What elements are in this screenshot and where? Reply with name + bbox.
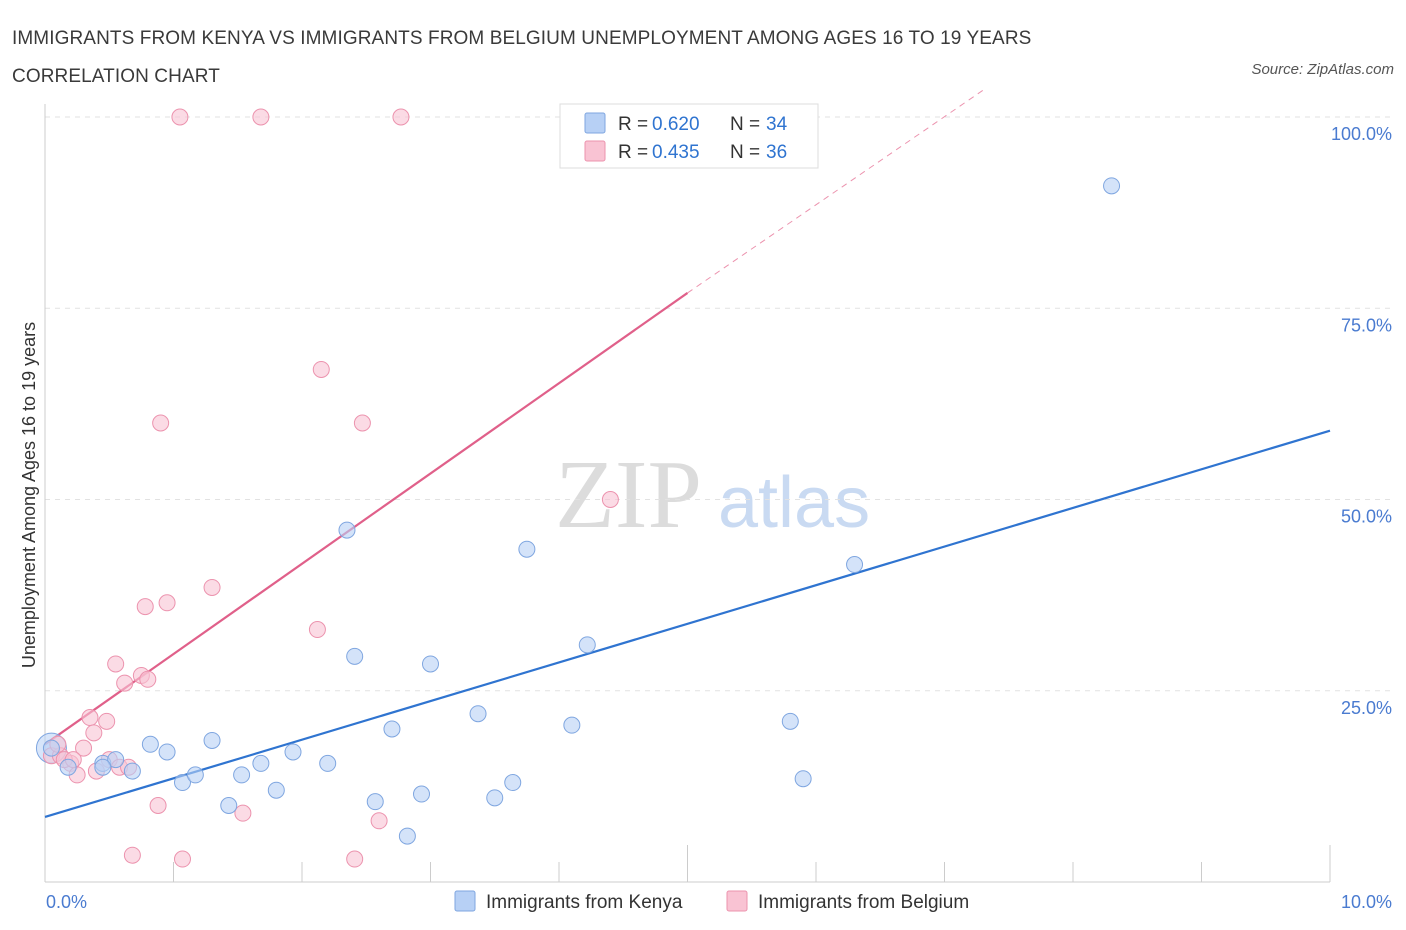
- data-point-belgium: [234, 804, 252, 822]
- trend-line-kenya: [44, 429, 1331, 819]
- data-point-kenya: [469, 705, 487, 723]
- chart-title: IMMIGRANTS FROM KENYA VS IMMIGRANTS FROM…: [12, 28, 1032, 87]
- legend-n-value-kenya: 34: [766, 114, 788, 135]
- data-point-belgium: [370, 812, 388, 830]
- data-point-kenya: [794, 770, 812, 788]
- data-point-kenya: [267, 781, 285, 799]
- data-point-kenya: [486, 789, 504, 807]
- data-point-kenya: [203, 731, 221, 749]
- data-point-kenya: [59, 758, 77, 776]
- data-point-kenya: [220, 797, 238, 814]
- data-point-kenya: [158, 743, 176, 761]
- data-point-kenya: [284, 743, 302, 761]
- y-tick-label: 25.0%: [1341, 698, 1392, 718]
- data-point-kenya: [383, 720, 401, 738]
- data-point-kenya: [578, 636, 596, 654]
- data-point-belgium: [81, 709, 99, 727]
- legend-r-value-belgium: 0.435: [652, 142, 700, 163]
- watermark-zip: ZIP: [555, 441, 702, 549]
- data-point-belgium: [136, 598, 154, 616]
- data-point-belgium: [85, 724, 103, 742]
- data-point-kenya: [398, 827, 416, 845]
- data-point-kenya: [233, 766, 251, 784]
- series-legend-label-kenya: Immigrants from Kenya: [486, 892, 683, 913]
- data-point-belgium: [171, 108, 189, 126]
- y-tick-label: 100.0%: [1331, 124, 1392, 144]
- trend-line-belgium-extension: [687, 89, 984, 294]
- y-tick-label: 75.0%: [1341, 315, 1392, 335]
- data-point-belgium: [308, 621, 326, 639]
- data-point-kenya: [252, 754, 270, 772]
- data-point-kenya: [563, 716, 581, 734]
- data-point-kenya: [42, 739, 60, 757]
- data-point-kenya: [1103, 177, 1121, 195]
- data-point-kenya: [846, 556, 864, 574]
- data-point-belgium: [152, 414, 170, 432]
- y-axis-title: Unemployment Among Ages 16 to 19 years: [19, 322, 39, 668]
- x-tick-label-max: 10.0%: [1341, 892, 1392, 912]
- data-points: [35, 108, 1121, 868]
- correlation-legend: R = 0.620 N = 34 R = 0.435 N = 36: [559, 103, 819, 169]
- series-legend: Immigrants from Kenya Immigrants from Be…: [454, 890, 969, 913]
- data-point-belgium: [149, 797, 167, 814]
- y-tick-labels: 100.0% 75.0% 50.0% 25.0%: [1331, 124, 1392, 718]
- legend-swatch-kenya: [584, 112, 606, 134]
- series-legend-label-belgium: Immigrants from Belgium: [758, 892, 969, 913]
- data-point-kenya: [319, 754, 337, 772]
- data-point-belgium: [252, 108, 270, 126]
- data-point-belgium: [173, 850, 191, 868]
- data-point-belgium: [392, 108, 410, 126]
- gridlines: [45, 116, 1392, 692]
- watermark-atlas: atlas: [718, 463, 870, 543]
- data-point-belgium: [139, 670, 157, 688]
- legend-r-label-kenya: R =: [618, 114, 648, 135]
- series-legend-swatch-kenya: [454, 890, 476, 912]
- data-point-kenya: [518, 540, 536, 558]
- legend-n-label-kenya: N =: [730, 114, 760, 135]
- series-legend-swatch-belgium: [726, 890, 748, 912]
- data-point-kenya: [781, 712, 799, 730]
- data-point-kenya: [338, 521, 356, 539]
- data-point-belgium: [312, 360, 330, 378]
- data-point-belgium: [353, 414, 371, 432]
- y-tick-label: 50.0%: [1341, 507, 1392, 527]
- source-label: Source: ZipAtlas.com: [1251, 61, 1394, 78]
- data-point-kenya: [366, 793, 384, 811]
- data-point-kenya: [94, 758, 112, 776]
- legend-r-value-kenya: 0.620: [652, 114, 700, 135]
- data-point-kenya: [186, 766, 204, 784]
- data-point-kenya: [346, 647, 364, 665]
- data-point-belgium: [107, 655, 125, 673]
- x-tick-label-min: 0.0%: [46, 892, 87, 912]
- data-point-kenya: [173, 774, 191, 792]
- data-point-kenya: [123, 762, 141, 780]
- data-point-belgium: [98, 712, 116, 730]
- data-point-kenya: [107, 751, 125, 769]
- data-point-belgium: [123, 846, 141, 864]
- legend-swatch-belgium: [584, 140, 606, 162]
- data-point-belgium: [158, 594, 176, 612]
- data-point-belgium: [601, 491, 619, 508]
- trend-line-belgium: [44, 292, 689, 746]
- data-point-belgium: [203, 578, 221, 596]
- data-point-belgium: [75, 739, 93, 757]
- data-point-belgium: [116, 674, 134, 692]
- data-point-kenya: [141, 735, 159, 753]
- legend-r-label-belgium: R =: [618, 142, 648, 163]
- data-point-kenya: [504, 774, 522, 792]
- legend-n-value-belgium: 36: [766, 142, 787, 163]
- data-point-belgium: [346, 850, 364, 868]
- trend-lines: [44, 89, 1331, 819]
- data-point-kenya: [413, 785, 431, 803]
- data-point-kenya: [422, 655, 439, 673]
- legend-n-label-belgium: N =: [730, 142, 760, 163]
